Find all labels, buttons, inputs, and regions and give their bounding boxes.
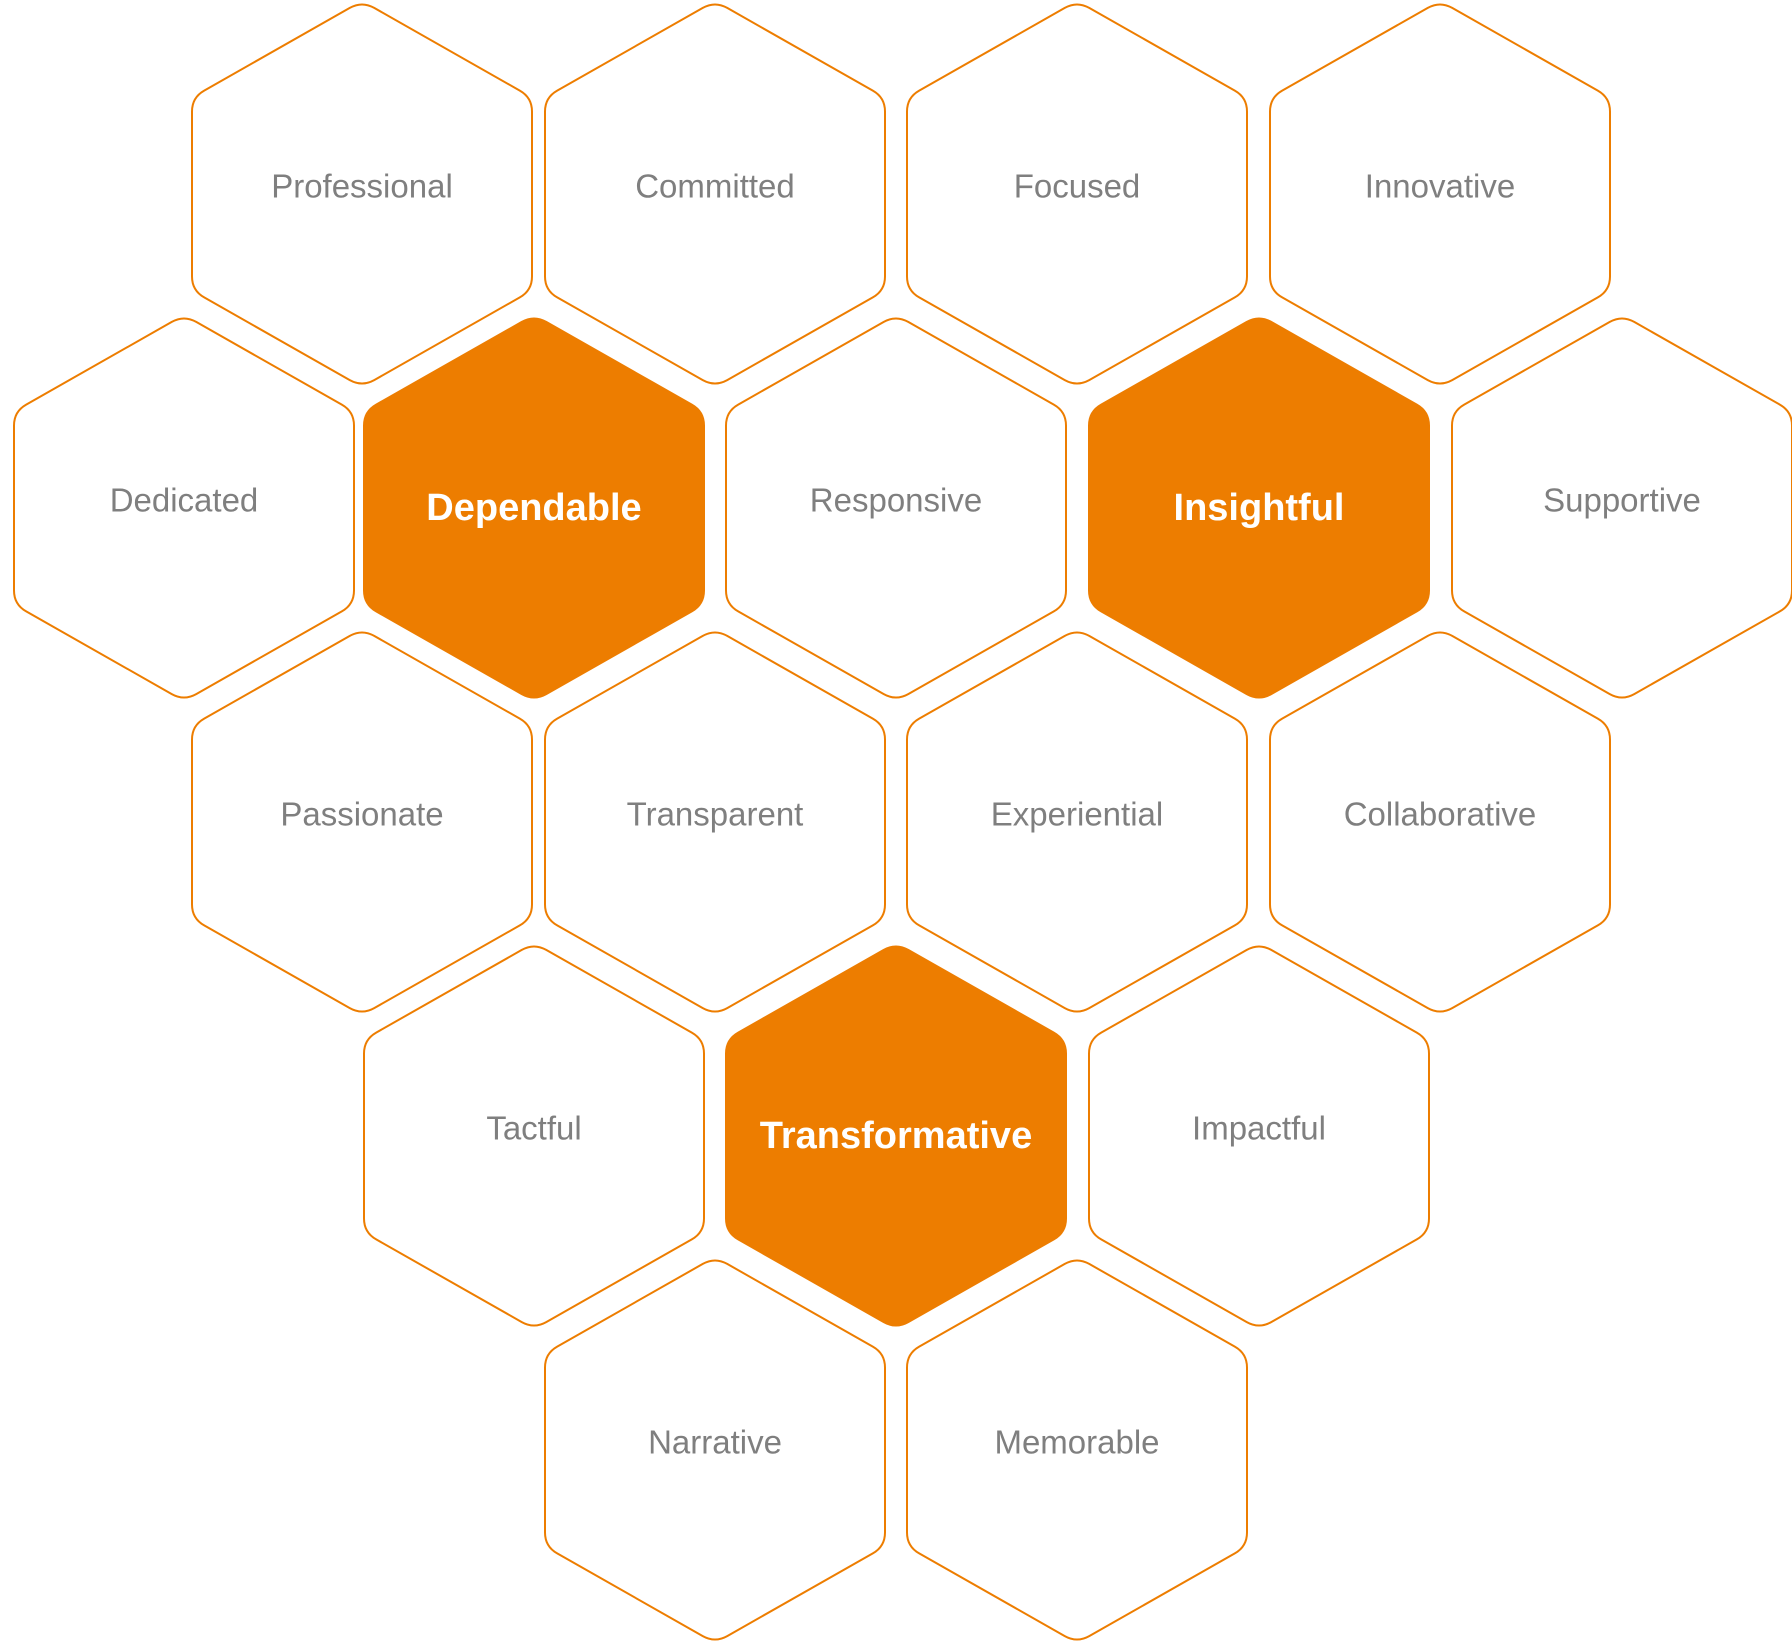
hexagon-shape (191, 3, 533, 385)
hexagon-shape (1269, 631, 1611, 1013)
hexagon-shape (1451, 317, 1792, 699)
hexagon-layer: Professional Committed Focused Innovative De… (13, 3, 1792, 1641)
hexagon-dependable: Dependable (363, 317, 705, 699)
hexagon-shape (363, 945, 705, 1327)
hexagon-dedicated: Dedicated (13, 317, 355, 699)
hexagon-shape (725, 317, 1067, 699)
hexagon-impactful: Impactful (1088, 945, 1430, 1327)
hexagon-innovative: Innovative (1269, 3, 1611, 385)
hexagon-shape (13, 317, 355, 699)
hexagon-label: Focused (1014, 168, 1141, 205)
hexagon-tactful: Tactful (363, 945, 705, 1327)
hexagon-shape (1088, 317, 1430, 699)
hexagon-label: Insightful (1174, 487, 1345, 529)
hexagon-committed: Committed (544, 3, 886, 385)
hexagon-label: Committed (635, 168, 795, 205)
hexagon-label: Dependable (426, 487, 641, 529)
hexagon-shape (544, 3, 886, 385)
hexagon-label: Professional (271, 168, 453, 205)
hexagon-narrative: Narrative (544, 1259, 886, 1641)
hexagon-responsive: Responsive (725, 317, 1067, 699)
hexagon-label: Tactful (486, 1110, 581, 1147)
hexagon-shape (906, 1259, 1248, 1641)
hexagon-shape (544, 631, 886, 1013)
hexagon-label: Transformative (760, 1115, 1032, 1157)
hexagon-transformative: Transformative (725, 945, 1067, 1327)
hexagon-insightful: Insightful (1088, 317, 1430, 699)
hexagon-shape (191, 631, 533, 1013)
hexagon-label: Innovative (1365, 168, 1515, 205)
hexagon-shape (906, 3, 1248, 385)
hexagon-label: Collaborative (1344, 796, 1537, 833)
hexagon-shape (906, 631, 1248, 1013)
hexagon-label: Transparent (627, 796, 804, 833)
hexagon-label: Responsive (810, 482, 982, 519)
hexagon-shape (725, 945, 1067, 1327)
hexagon-passionate: Passionate (191, 631, 533, 1013)
hexagon-label: Dedicated (110, 482, 259, 519)
hexagon-shape (363, 317, 705, 699)
hexagon-professional: Professional (191, 3, 533, 385)
hexagon-shape (544, 1259, 886, 1641)
hexagon-shape (1088, 945, 1430, 1327)
hexagon-label: Memorable (994, 1424, 1159, 1461)
hexagon-collaborative: Collaborative (1269, 631, 1611, 1013)
hexagon-label: Passionate (280, 796, 443, 833)
hexagon-focused: Focused (906, 3, 1248, 385)
hexagon-supportive: Supportive (1451, 317, 1792, 699)
hexagon-label: Experiential (991, 796, 1163, 833)
hexagon-label: Supportive (1543, 482, 1701, 519)
hexagon-memorable: Memorable (906, 1259, 1248, 1641)
hexagon-label: Impactful (1192, 1110, 1326, 1147)
hexagon-shape (1269, 3, 1611, 385)
hexagon-experiential: Experiential (906, 631, 1248, 1013)
hexagon-label: Narrative (648, 1424, 782, 1461)
hexagon-transparent: Transparent (544, 631, 886, 1013)
